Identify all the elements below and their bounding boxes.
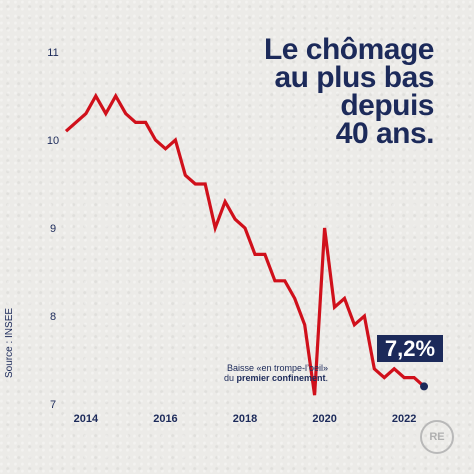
- y-tick-label-10: 10: [47, 135, 59, 147]
- x-tick-label-2022: 2022: [392, 413, 416, 425]
- x-tick-label-2018: 2018: [233, 413, 257, 425]
- y-tick-label-11: 11: [47, 47, 58, 59]
- title-line-1: Le chômage: [263, 33, 435, 66]
- chart-title: Le chômage au plus bas depuis 40 ans.: [263, 33, 435, 150]
- source-label: Source : INSEE: [4, 307, 15, 378]
- latest-point-marker: [420, 382, 429, 391]
- unemployment-series-line: [64, 92, 426, 396]
- confinement-annotation: Baisse «en trompe-l’oeil» du premier con…: [220, 363, 328, 383]
- annotation-end: .: [325, 373, 328, 383]
- x-tick-label-2016: 2016: [153, 413, 177, 425]
- annotation-text: Baisse «en trompe-l’oeil» du: [223, 363, 328, 383]
- y-tick-label-8: 8: [50, 311, 56, 323]
- y-tick-label-9: 9: [50, 223, 56, 235]
- title-line-4: 40 ans.: [335, 117, 435, 150]
- annotation-bold-text: premier confinement: [236, 373, 326, 383]
- x-tick-label-2014: 2014: [74, 413, 99, 425]
- title-line-3: depuis: [340, 89, 434, 122]
- title-line-2: au plus bas: [274, 61, 434, 94]
- y-tick-label-7: 7: [50, 399, 56, 411]
- x-tick-label-2020: 2020: [312, 413, 336, 425]
- latest-value-badge: 7,2%: [377, 335, 443, 362]
- re-logo-icon: RE: [420, 420, 454, 454]
